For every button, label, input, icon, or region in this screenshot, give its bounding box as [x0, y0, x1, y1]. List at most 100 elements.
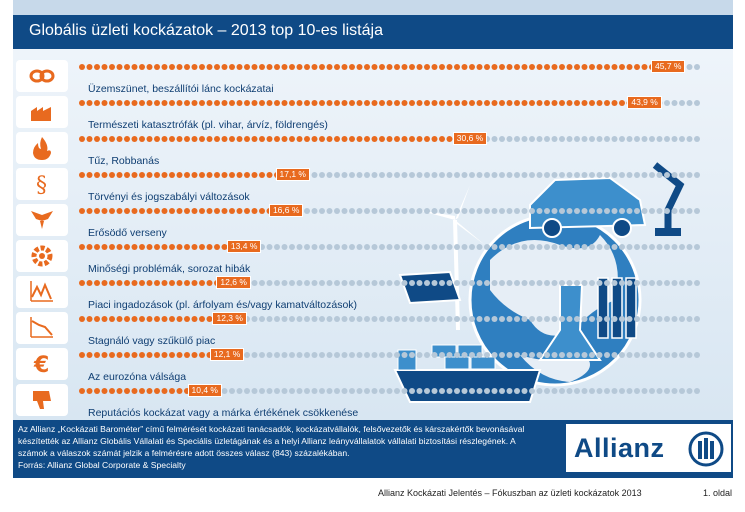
bar-dot-filled — [371, 136, 378, 142]
bar-dot-track — [604, 244, 610, 250]
bar-dot-filled — [379, 136, 385, 142]
bar-dot-track — [574, 388, 580, 394]
bar-dot-track — [499, 172, 505, 178]
bar-dot-track — [589, 352, 595, 358]
bar-dot-track — [694, 316, 700, 322]
bar-dot-track — [341, 280, 348, 286]
bar-dot-filled — [86, 388, 93, 394]
bar-dot-track — [379, 172, 385, 178]
bar-dot-track — [506, 208, 513, 214]
bar-dot-track — [311, 172, 318, 178]
bar-dot-track — [431, 244, 438, 250]
bar-dot-track — [514, 280, 520, 286]
bar-dot-track — [364, 280, 370, 286]
bar-dot-filled — [536, 64, 543, 70]
thumbs-down-icon — [33, 391, 51, 409]
bar-dot-filled — [79, 208, 85, 214]
value-label: 45,7 % — [651, 60, 686, 73]
bar-dot-track — [619, 280, 625, 286]
methodology-note: Az Allianz „Kockázati Barométer” című fe… — [18, 423, 558, 471]
bar-dot-track — [476, 316, 483, 322]
flask-illustration — [538, 277, 637, 361]
bar-dot-filled — [101, 280, 108, 286]
bar-dot-filled — [536, 100, 543, 106]
bar-dot-filled — [476, 100, 483, 106]
bar-dot-track — [589, 280, 595, 286]
bar-dot-track — [694, 388, 700, 394]
bar-dot-filled — [124, 244, 130, 250]
bar-dot-track — [334, 172, 340, 178]
bar-dot-track — [454, 172, 460, 178]
bar-dot-filled — [319, 64, 325, 70]
bar-dot-filled — [521, 100, 528, 106]
bar-dot-track — [424, 208, 430, 214]
bar-dot-track — [686, 244, 693, 250]
bar-dot-filled — [274, 100, 280, 106]
bar-dot-track — [491, 208, 498, 214]
bar-dot-filled — [236, 100, 243, 106]
bar-dot-track — [334, 352, 340, 358]
bar-dot-track — [379, 244, 385, 250]
bar-dot-track — [649, 352, 655, 358]
bar-dot-track — [641, 172, 648, 178]
bar-dot-track — [476, 280, 483, 286]
bar-dot-track — [529, 208, 535, 214]
bar-dot-track — [409, 208, 415, 214]
bar-5 — [79, 208, 700, 214]
bar-dot-track — [461, 172, 468, 178]
bar-dot-filled — [101, 136, 108, 142]
bar-dot-filled — [236, 172, 243, 178]
bar-dot-filled — [574, 100, 580, 106]
bar-dot-track — [679, 316, 685, 322]
bar-dot-filled — [244, 64, 250, 70]
bar-dot-track — [589, 388, 595, 394]
row-icon-cell — [16, 96, 68, 128]
bar-dot-track — [349, 244, 355, 250]
bar-dot-track — [581, 280, 588, 286]
bar-dot-filled — [109, 64, 115, 70]
bar-dot-track — [236, 388, 243, 394]
bar-dot-track — [281, 388, 288, 394]
bar-dot-track — [401, 244, 408, 250]
bar-dot-filled — [139, 352, 145, 358]
row-icon-cell — [16, 276, 68, 308]
bar-dot-track — [581, 388, 588, 394]
bar-dot-track — [334, 208, 340, 214]
bar-dot-filled — [139, 100, 145, 106]
bar-dot-track — [544, 388, 550, 394]
bar-dot-track — [401, 280, 408, 286]
bar-dot-track — [694, 208, 700, 214]
bar-dot-track — [334, 280, 340, 286]
bar-dot-track — [371, 280, 378, 286]
bar-dot-track — [424, 352, 430, 358]
bar-dot-filled — [484, 100, 490, 106]
bar-dot-track — [349, 316, 355, 322]
bar-dot-track — [664, 388, 670, 394]
bar-dot-filled — [79, 136, 85, 142]
bar-dot-filled — [139, 316, 145, 322]
bar-dot-track — [304, 244, 310, 250]
bar-dot-filled — [79, 100, 85, 106]
bar-dot-filled — [154, 388, 160, 394]
bar-dot-track — [349, 388, 355, 394]
bar-dot-filled — [146, 244, 153, 250]
bar-dot-filled — [274, 64, 280, 70]
bar-dot-filled — [529, 100, 535, 106]
bar-dot-filled — [79, 388, 85, 394]
bar-dot-track — [349, 280, 355, 286]
svg-text:§: § — [36, 173, 47, 197]
bar-dot-filled — [334, 100, 340, 106]
bar-dot-track — [596, 208, 603, 214]
bar-dot-filled — [116, 352, 123, 358]
bar-dot-filled — [326, 64, 333, 70]
bar-dot-track — [409, 352, 415, 358]
bar-dot-filled — [94, 208, 100, 214]
bar-dot-track — [326, 352, 333, 358]
bar-dot-track — [364, 172, 370, 178]
bar-dot-track — [634, 280, 640, 286]
bar-dot-track — [431, 172, 438, 178]
bar-dot-track — [251, 316, 258, 322]
bar-dot-filled — [124, 352, 130, 358]
bar-dot-filled — [176, 244, 183, 250]
bar-dot-track — [266, 388, 273, 394]
